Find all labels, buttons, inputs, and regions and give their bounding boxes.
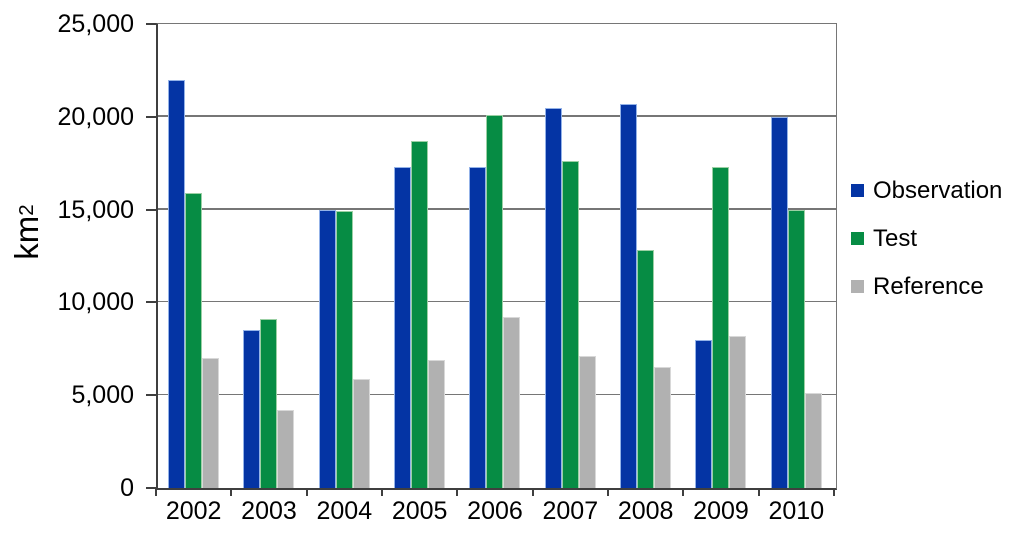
legend-item-test: Test — [851, 224, 1002, 253]
y-tick-mark — [146, 115, 156, 118]
x-tick-label-2006: 2006 — [467, 497, 523, 525]
bar-observation-2003 — [243, 330, 261, 488]
bar-test-2002 — [185, 192, 202, 488]
bar-test-2010 — [787, 209, 805, 488]
bar-reference-2008 — [654, 367, 671, 488]
bar-group-2009 — [685, 24, 760, 488]
bar-reference-2004 — [352, 378, 370, 488]
y-tick-label-5000: 5,000 — [71, 381, 134, 410]
bar-test-2005 — [411, 140, 428, 488]
bar-reference-2005 — [428, 359, 445, 488]
plot-area — [156, 23, 837, 490]
bar-test-2008 — [637, 250, 654, 488]
x-tick-label-2004: 2004 — [316, 497, 373, 525]
x-tick-label-2009: 2009 — [693, 497, 749, 525]
legend-label-observation: Observation — [873, 177, 1003, 204]
y-tick-label-15000: 15,000 — [57, 195, 134, 224]
x-tick-mark — [607, 489, 609, 496]
bar-reference-2003 — [277, 410, 295, 488]
x-tick-label-2007: 2007 — [542, 497, 599, 525]
legend-item-observation: Observation — [851, 176, 1002, 205]
x-tick-label-2010: 2010 — [768, 497, 825, 525]
legend-swatch-icon — [851, 280, 864, 293]
legend-swatch-icon — [851, 232, 864, 245]
bar-group-2010 — [761, 24, 836, 488]
y-tick-mark — [146, 394, 156, 397]
bar-reference-2010 — [804, 393, 822, 488]
x-tick-mark — [682, 489, 685, 496]
legend: Observation Test Reference — [851, 176, 1002, 320]
bar-test-2009 — [712, 166, 730, 488]
bar-observation-2005 — [394, 166, 411, 488]
bar-group-2004 — [309, 24, 384, 488]
bar-observation-2010 — [770, 116, 788, 488]
bar-observation-2002 — [168, 79, 185, 488]
bar-group-2003 — [233, 24, 308, 488]
bar-group-2005 — [384, 24, 459, 488]
y-tick-label-0: 0 — [120, 474, 134, 502]
x-tick-label-2008: 2008 — [617, 497, 674, 525]
y-tick-label-25000: 25,000 — [57, 10, 134, 38]
x-tick-mark — [381, 489, 383, 496]
y-axis-title: km 2 — [8, 204, 45, 260]
bar-observation-2009 — [695, 339, 713, 488]
bar-reference-2009 — [729, 335, 747, 488]
x-tick-mark — [833, 489, 835, 496]
legend-label-reference: Reference — [873, 273, 984, 300]
bar-test-2004 — [335, 211, 353, 488]
bar-reference-2007 — [578, 356, 596, 488]
x-tick-mark — [230, 489, 233, 496]
bar-test-2007 — [561, 161, 579, 488]
bar-reference-2002 — [202, 358, 219, 488]
y-tick-label-20000: 20,000 — [57, 102, 134, 131]
x-tick-mark — [757, 489, 760, 496]
legend-swatch-icon — [851, 184, 864, 197]
bar-group-2002 — [158, 24, 233, 488]
x-tick-label-2002: 2002 — [165, 497, 222, 525]
x-tick-mark — [531, 489, 534, 496]
bar-group-2006 — [459, 24, 534, 488]
legend-item-reference: Reference — [851, 272, 1002, 301]
bar-observation-2007 — [544, 107, 562, 488]
bar-test-2006 — [486, 114, 504, 488]
x-tick-label-2003: 2003 — [241, 497, 297, 525]
y-tick-mark — [146, 208, 156, 211]
y-tick-mark — [146, 301, 156, 304]
y-tick-mark — [146, 487, 156, 489]
bar-reference-2006 — [503, 317, 521, 488]
y-tick-label-10000: 10,000 — [57, 288, 134, 317]
bar-observation-2006 — [469, 166, 487, 488]
x-tick-label-2005: 2005 — [391, 497, 448, 525]
bar-observation-2004 — [318, 209, 336, 488]
legend-label-test: Test — [873, 225, 918, 252]
x-tick-mark — [305, 489, 308, 496]
x-tick-mark — [155, 489, 157, 496]
bar-test-2003 — [260, 319, 278, 488]
y-tick-mark — [146, 23, 156, 25]
bar-group-2007 — [535, 24, 610, 488]
bar-observation-2008 — [620, 103, 637, 488]
bar-group-2008 — [610, 24, 685, 488]
x-tick-mark — [456, 489, 459, 496]
